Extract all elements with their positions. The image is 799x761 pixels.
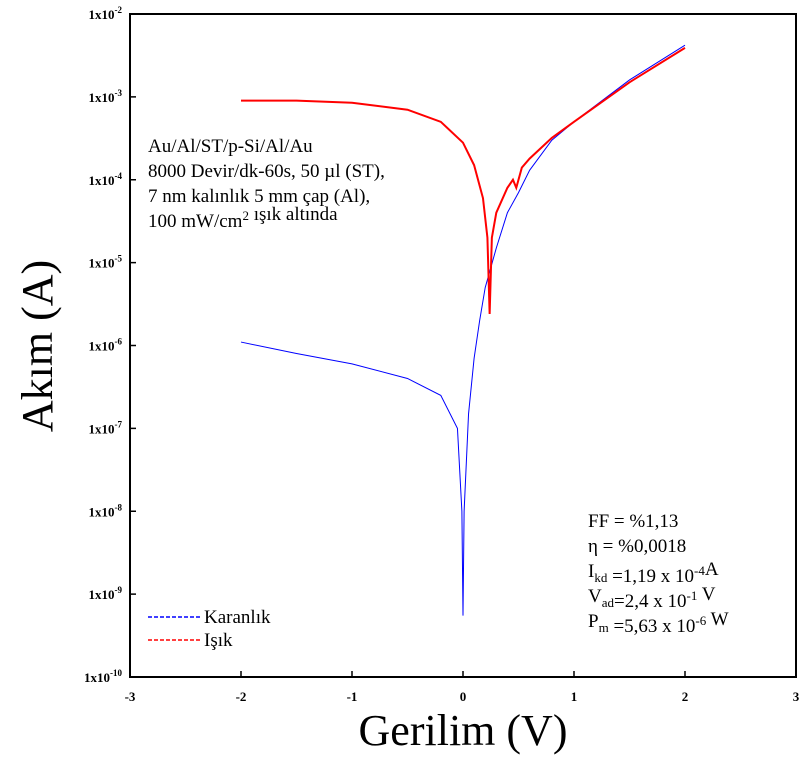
y-tick-label: 1x10-10	[84, 668, 122, 685]
y-tick-label: 1x10-7	[89, 419, 123, 436]
y-axis-label: Akım (A)	[13, 260, 62, 432]
legend-label: Karanlık	[204, 607, 271, 628]
x-tick-label: 3	[793, 689, 799, 704]
annotation-line: 8000 Devir/dk-60s, 50 µl (ST),	[148, 161, 385, 182]
y-tick-label: 1x10-9	[89, 585, 123, 602]
legend-label: Işık	[204, 630, 233, 651]
annotation-text: ışık altında	[249, 204, 338, 225]
x-tick-label: 2	[682, 689, 689, 704]
annotation-text: A	[705, 559, 719, 580]
x-axis-label: Gerilim (V)	[359, 706, 568, 755]
annotation-text: 7 nm kalınlık 5 mm çap (Al),	[148, 186, 370, 207]
annotation-text: ad	[602, 595, 615, 610]
annotation-text: I	[588, 561, 594, 582]
x-tick-label: 0	[460, 689, 467, 704]
x-tick-label: -3	[125, 689, 136, 704]
y-tick-label: 1x10-5	[89, 254, 123, 271]
y-tick-label: 1x10-3	[89, 88, 123, 105]
annotation-text: V	[697, 584, 715, 605]
annotation-text: =5,63 x 10	[609, 616, 696, 637]
annotation-line: 100 mW/cm2 ışık altında	[148, 204, 338, 232]
annotation-line: FF = %1,13	[588, 511, 678, 532]
x-tick-label: 1	[571, 689, 578, 704]
x-tick-label: -1	[347, 689, 358, 704]
annotation-text: -6	[695, 613, 706, 628]
annotation-line: Pm =5,63 x 10-6 W	[588, 609, 729, 637]
y-tick-label: 1x10-8	[89, 502, 123, 519]
annotation-text: 100 mW/cm	[148, 211, 243, 232]
annotation-text: kd	[594, 570, 608, 585]
y-tick-label: 1x10-6	[89, 337, 123, 354]
annotation-text: =2,4 x 10	[614, 591, 686, 612]
annotation-text: Au/Al/ST/p-Si/Al/Au	[148, 136, 313, 157]
y-tick-label: 1x10-2	[89, 5, 123, 22]
annotation-text: η = %0,0018	[588, 536, 686, 557]
data-line	[241, 47, 686, 315]
annotation-text: -1	[686, 588, 697, 603]
annotation-line: η = %0,0018	[588, 536, 686, 557]
x-tick-label: -2	[236, 689, 247, 704]
annotation-text: -4	[694, 563, 705, 578]
annotation-line: Ikd =1,19 x 10-4A	[588, 559, 719, 587]
y-tick-label: 1x10-4	[89, 171, 123, 188]
annotation-text: V	[588, 586, 602, 607]
annotation-text: P	[588, 611, 599, 632]
annotation-text: W	[706, 609, 728, 630]
annotation-text: 2	[242, 208, 249, 223]
annotation-line: 7 nm kalınlık 5 mm çap (Al),	[148, 186, 370, 207]
annotation-line: Au/Al/ST/p-Si/Al/Au	[148, 136, 313, 157]
annotation-text: 8000 Devir/dk-60s, 50 µl (ST),	[148, 161, 385, 182]
data-line	[240, 44, 686, 616]
annotation-text: m	[599, 620, 609, 635]
annotation-text: =1,19 x 10	[607, 566, 694, 587]
annotation-line: Vad=2,4 x 10-1 V	[588, 584, 716, 612]
annotation-text: FF = %1,13	[588, 511, 678, 532]
